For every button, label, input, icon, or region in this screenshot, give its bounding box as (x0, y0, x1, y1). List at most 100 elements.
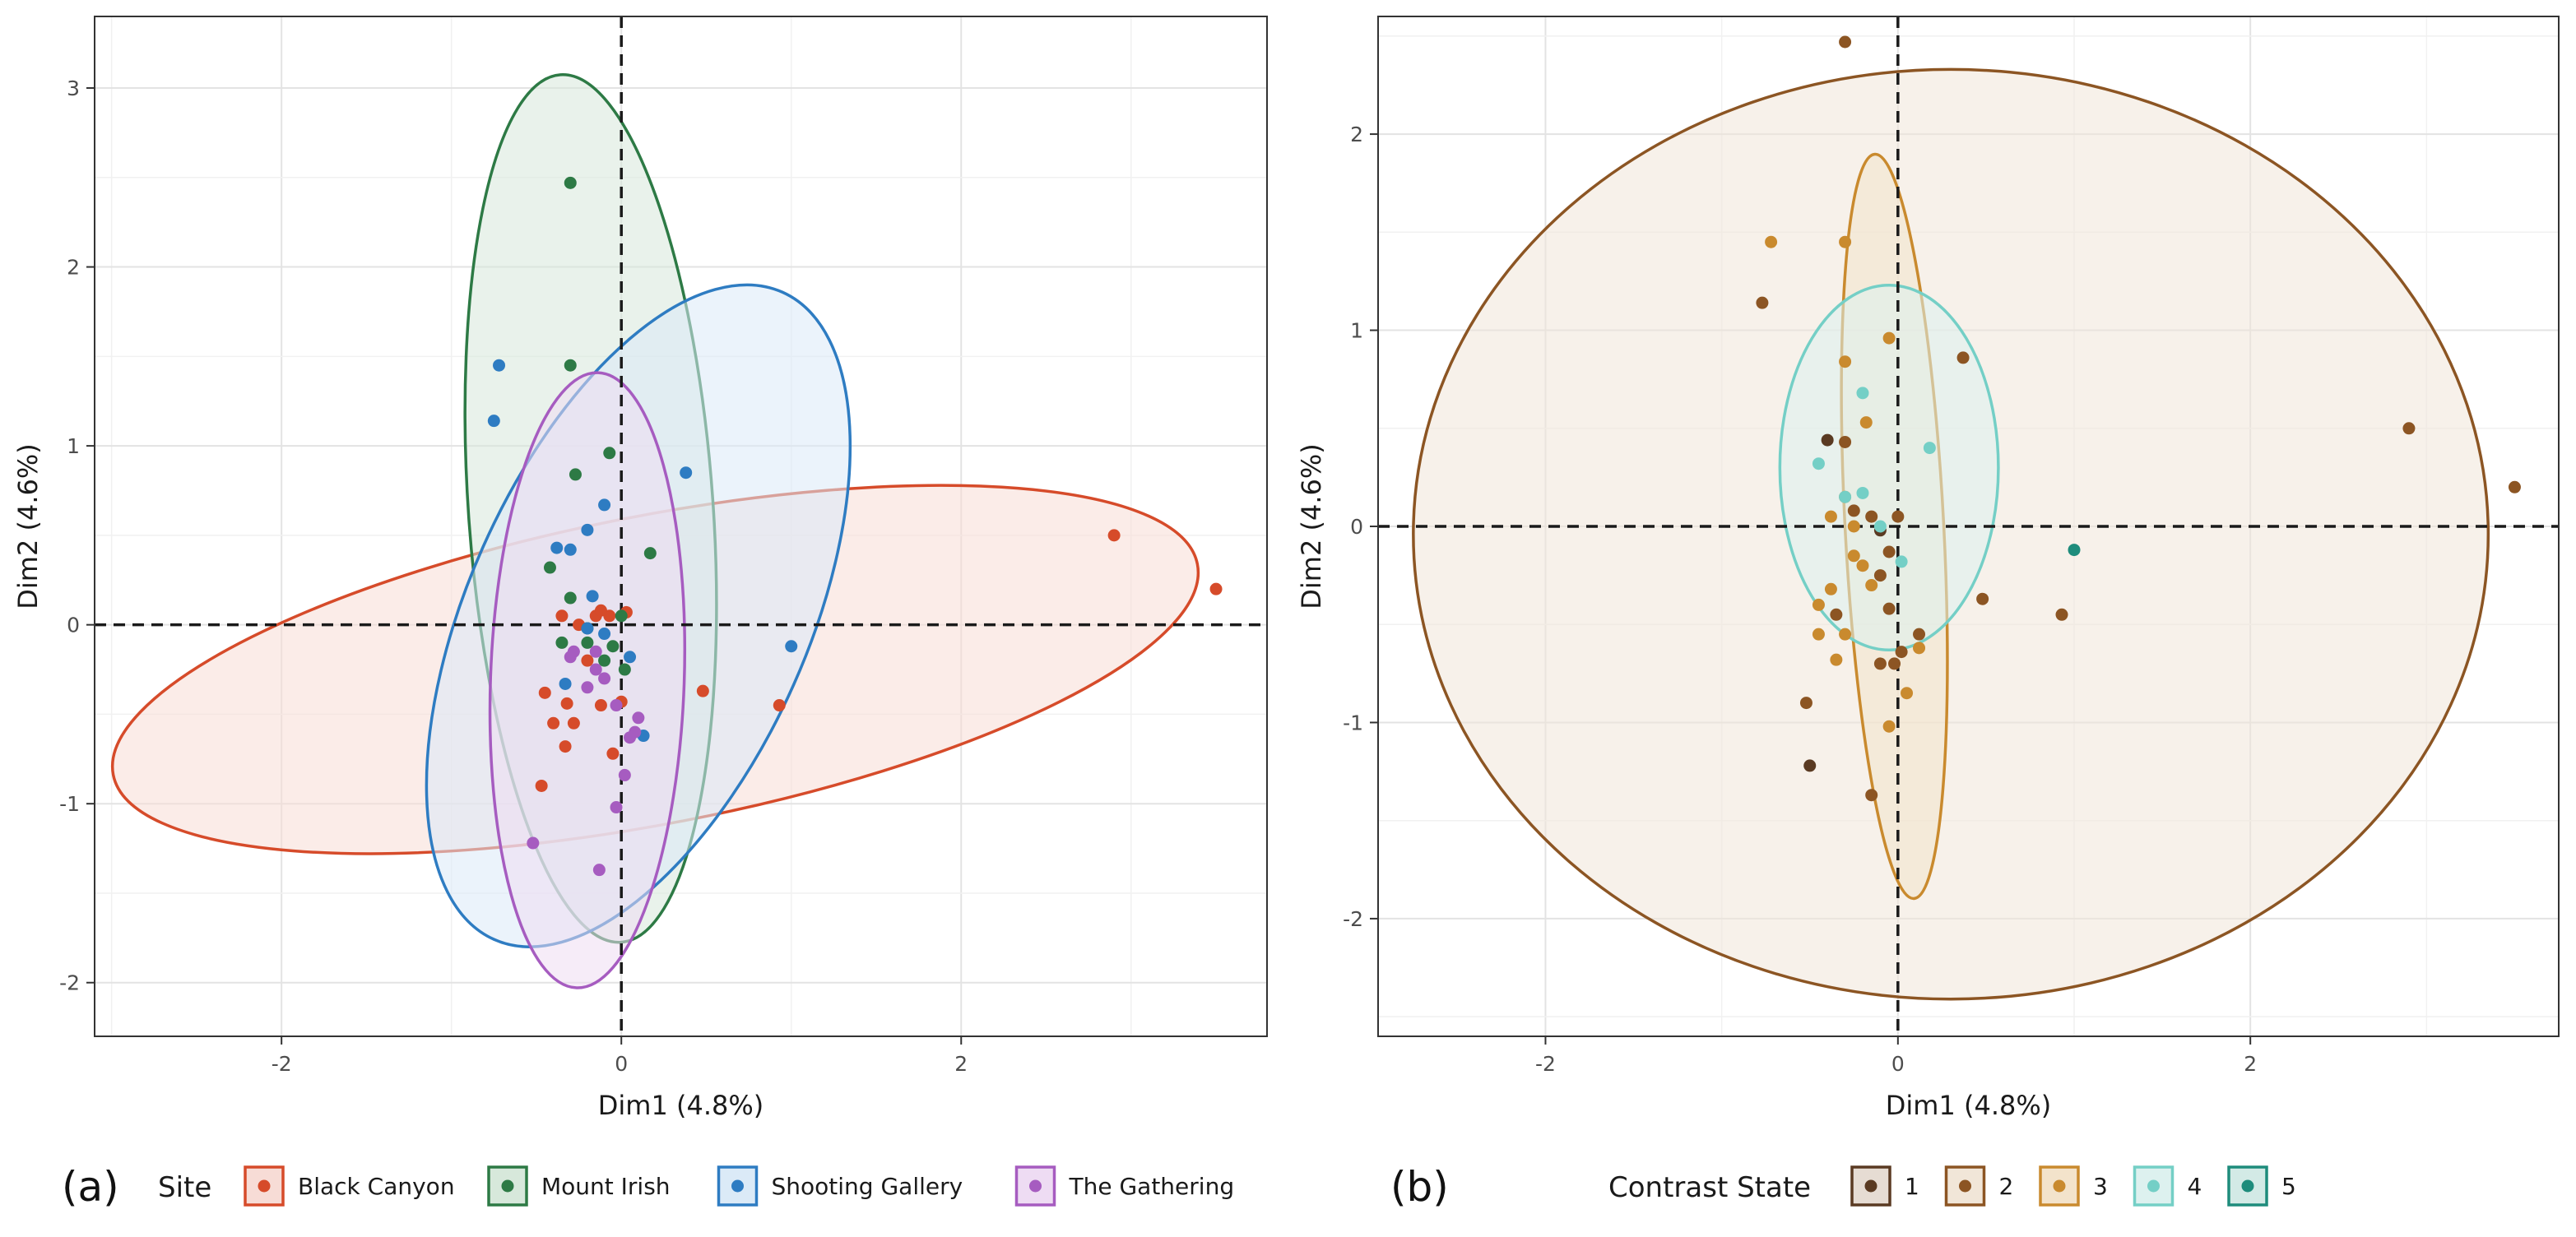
data-point-black-canyon (594, 604, 607, 617)
data-point-3 (1830, 653, 1843, 666)
data-point-shooting-gallery (624, 651, 637, 664)
data-point-the-gathering (598, 672, 611, 685)
data-point-mount-irish (598, 654, 611, 667)
y-tick-label: 1 (1350, 319, 1363, 343)
data-point-the-gathering (527, 836, 540, 850)
data-point-mount-irish (564, 591, 577, 605)
data-point-the-gathering (581, 681, 594, 694)
data-point-4 (1873, 520, 1887, 533)
data-point-2 (1882, 545, 1896, 558)
data-point-black-canyon (567, 716, 580, 730)
y-tick-label: -2 (59, 971, 80, 995)
data-point-2 (1756, 296, 1769, 309)
data-point-the-gathering (564, 651, 577, 664)
y-tick-label: -2 (1343, 907, 1363, 931)
data-point-3 (1812, 628, 1825, 641)
confidence-ellipse-the-gathering (488, 371, 687, 989)
data-point-black-canyon (547, 716, 560, 730)
data-point-shooting-gallery (586, 590, 599, 603)
data-point-2 (1799, 697, 1812, 710)
data-point-black-canyon (560, 697, 573, 710)
legend-key-dot-4 (2147, 1179, 2160, 1193)
data-point-2 (1891, 510, 1905, 523)
data-point-2 (1873, 569, 1887, 582)
y-tick-label: -1 (59, 792, 80, 816)
data-point-3 (1847, 549, 1860, 563)
legend-label-2: 2 (1999, 1173, 2014, 1200)
data-point-the-gathering (632, 711, 645, 725)
legend-label-shooting-gallery: Shooting Gallery (772, 1173, 963, 1200)
data-point-4 (1812, 457, 1825, 470)
legend-key-shooting-gallery (717, 1165, 759, 1207)
data-point-2 (2402, 422, 2416, 435)
y-axis-label: Dim2 (4.6%) (1296, 443, 1327, 609)
y-tick-label: 1 (67, 434, 80, 458)
data-point-mount-irish (569, 468, 582, 481)
data-point-4 (1856, 486, 1869, 499)
legend-key-dot-5 (2241, 1179, 2254, 1193)
data-point-3 (1856, 559, 1869, 572)
x-tick-label: -2 (1535, 1052, 1556, 1076)
data-point-shooting-gallery (559, 677, 572, 690)
data-point-4 (1839, 490, 1852, 503)
data-point-2 (2055, 608, 2068, 621)
data-point-3 (1812, 598, 1825, 611)
plot-border (94, 16, 1268, 1037)
data-point-3 (1839, 235, 1852, 248)
data-point-4 (1923, 442, 1936, 455)
data-point-black-canyon (773, 699, 786, 712)
data-point-2 (1873, 657, 1887, 670)
data-point-2 (1830, 608, 1843, 621)
data-point-the-gathering (589, 645, 602, 658)
legend-key-dot-the-gathering (1029, 1179, 1042, 1193)
data-point-shooting-gallery (487, 415, 500, 428)
data-point-shooting-gallery (598, 498, 611, 512)
data-point-shooting-gallery (564, 543, 577, 556)
legend-key-5 (2227, 1165, 2268, 1207)
data-point-2 (1882, 602, 1896, 615)
panel-b: -2 0 2 -2 -1 0 1 2 Dim1 (4.8%) Dim2 (4.6%) (b) Cont… (1296, 16, 2560, 1211)
legend-title: Contrast State (1608, 1171, 1811, 1204)
data-point-2 (1956, 351, 1970, 364)
data-point-black-canyon (535, 779, 548, 792)
data-point-2 (1839, 435, 1852, 448)
panel-label: (a) (62, 1163, 119, 1211)
data-point-3 (1847, 520, 1860, 533)
data-point-mount-irish (618, 663, 631, 676)
x-axis-label: Dim1 (4.8%) (1886, 1090, 2052, 1121)
data-point-2 (1847, 504, 1860, 517)
data-point-black-canyon (1209, 582, 1223, 595)
data-point-2 (1865, 789, 1878, 802)
data-point-3 (1839, 355, 1852, 368)
data-point-2 (1895, 646, 1908, 659)
data-point-black-canyon (594, 699, 607, 712)
data-point-the-gathering (629, 725, 642, 739)
data-point-mount-irish (615, 609, 628, 623)
data-point-1 (1821, 433, 1834, 447)
legend-label-1: 1 (1905, 1173, 1919, 1200)
legend-key-dot-black-canyon (258, 1179, 271, 1193)
data-point-3 (1882, 331, 1896, 345)
y-tick-label: 0 (67, 614, 80, 637)
data-point-2 (1913, 628, 1926, 641)
data-point-shooting-gallery (785, 640, 798, 653)
data-point-shooting-gallery (581, 523, 594, 536)
legend-key-dot-shooting-gallery (731, 1179, 744, 1193)
data-point-3 (1859, 416, 1873, 429)
y-tick-label: 0 (1350, 515, 1363, 539)
data-point-mount-irish (581, 636, 594, 649)
data-point-mount-irish (543, 561, 556, 574)
y-tick-label: 2 (67, 256, 80, 280)
x-tick-label: 0 (615, 1052, 628, 1076)
data-point-mount-irish (555, 636, 569, 649)
data-point-the-gathering (589, 663, 602, 676)
data-point-the-gathering (610, 699, 623, 712)
data-point-5 (2068, 544, 2081, 557)
data-point-3 (1865, 579, 1878, 592)
data-point-2 (1839, 35, 1852, 49)
data-point-mount-irish (564, 176, 577, 189)
legend-key-dot-2 (1959, 1179, 1971, 1193)
data-point-3 (1824, 510, 1837, 523)
data-point-2 (1888, 657, 1901, 670)
